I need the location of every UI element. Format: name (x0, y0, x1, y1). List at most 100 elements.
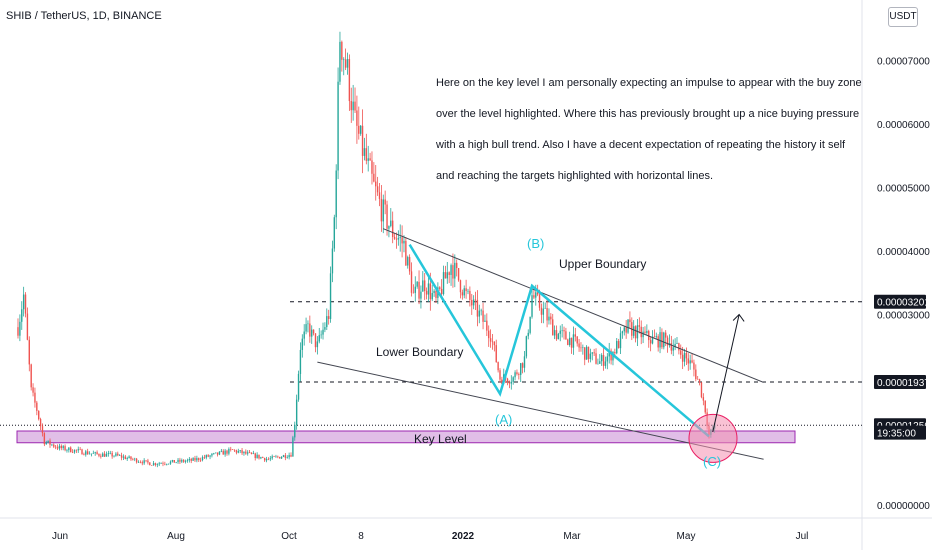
candle-body (664, 332, 667, 338)
candle-body (423, 280, 426, 291)
annotation-line: and reaching the targets highlighted wit… (436, 170, 714, 182)
candle-body (98, 453, 100, 456)
candle-body (651, 336, 654, 344)
candle-body (56, 447, 59, 449)
time-axis[interactable]: Jun Aug Oct 8 2022 Mar May Jul (52, 531, 808, 542)
candle-body (555, 330, 558, 340)
drawing-labels: Upper Boundary Lower Boundary Key Level (A)… (376, 236, 721, 469)
candle-body (472, 299, 475, 306)
wave-c-circle (688, 413, 738, 463)
candle-body (68, 447, 70, 451)
candle-body (286, 457, 288, 458)
candles (17, 31, 716, 468)
candle-body (393, 236, 396, 239)
candle-body (331, 248, 334, 274)
candle-body (657, 336, 659, 348)
price-axis[interactable]: 0.00007000 0.00006000 0.00005000 0.00004000… (874, 56, 930, 512)
candle-body (467, 290, 469, 292)
candle-body (166, 464, 168, 465)
candle-body (689, 360, 691, 364)
candle-body (418, 281, 420, 299)
candle-body (333, 217, 336, 249)
candle-body (454, 262, 456, 279)
candle-body (584, 347, 586, 360)
candle-body (474, 299, 477, 301)
candle-body (478, 310, 480, 317)
candle-body (181, 460, 183, 462)
candle-body (79, 449, 81, 450)
candle-body (552, 319, 554, 336)
candle-body (314, 333, 317, 348)
candle-body (538, 294, 541, 308)
candle-body (182, 460, 185, 462)
candle-body (41, 426, 44, 434)
candle-body (642, 331, 644, 338)
arrow-head (732, 313, 745, 322)
key-level-rect (16, 430, 796, 444)
candle-body (260, 457, 262, 459)
candle-body (71, 452, 74, 453)
currency-button[interactable]: USDT (888, 7, 918, 27)
candle-body (120, 455, 123, 458)
candle-body (280, 456, 283, 459)
candle-body (149, 462, 151, 466)
price-label-box (874, 425, 926, 440)
candle-body (252, 453, 255, 455)
candle-body (316, 341, 319, 348)
candle-body (88, 453, 91, 455)
candle-body (557, 333, 560, 340)
candle-body (198, 458, 200, 460)
candle-body (269, 458, 271, 460)
candle-body (118, 455, 121, 456)
candle-body (352, 101, 354, 111)
candle-body (382, 199, 384, 222)
candle-body (284, 455, 287, 458)
upper-boundary-label: Upper Boundary (559, 257, 646, 271)
abc-wave-path (408, 243, 710, 438)
wave-lines (408, 243, 710, 438)
candle-body (410, 271, 413, 293)
arrow-shaft (712, 314, 740, 433)
candle-body (512, 377, 514, 382)
candle-body (73, 449, 76, 453)
candle-body (248, 452, 251, 453)
candle-body (375, 181, 377, 187)
candle-body (617, 341, 620, 349)
y-tick-label: 0.00000000 (877, 501, 930, 512)
candle-body (544, 308, 546, 309)
candle-body (169, 461, 172, 464)
candle-body (26, 313, 29, 340)
candle-body (175, 462, 177, 463)
candle-body (435, 290, 437, 298)
candle-body (388, 226, 390, 229)
candle-body (525, 336, 528, 357)
wave-c-label: (C) (703, 454, 721, 469)
candle-body (606, 356, 609, 362)
candle-body (81, 449, 83, 455)
candle-body (299, 349, 302, 374)
candle-body (350, 101, 352, 111)
candle-body (192, 458, 194, 461)
candle-body (431, 293, 433, 300)
candle-body (24, 294, 27, 314)
candle-body (265, 458, 268, 461)
price-label-text: 0.00003201 (877, 298, 930, 309)
candle-body (54, 446, 57, 448)
candle-body (599, 361, 601, 364)
candle-body (663, 332, 665, 348)
candle-body (649, 340, 652, 344)
x-tick-label: Aug (167, 531, 185, 542)
candle-body (282, 455, 285, 457)
candle-body (563, 330, 565, 332)
wave-b-label: (B) (527, 236, 544, 251)
candle-body (521, 363, 524, 368)
candle-body (213, 453, 215, 454)
candle-body (378, 192, 381, 199)
candle-body (597, 363, 599, 365)
candle-body (271, 456, 273, 459)
candle-body (695, 369, 697, 380)
candle-body (111, 452, 113, 457)
candle-body (533, 295, 535, 298)
candle-body (542, 308, 545, 315)
